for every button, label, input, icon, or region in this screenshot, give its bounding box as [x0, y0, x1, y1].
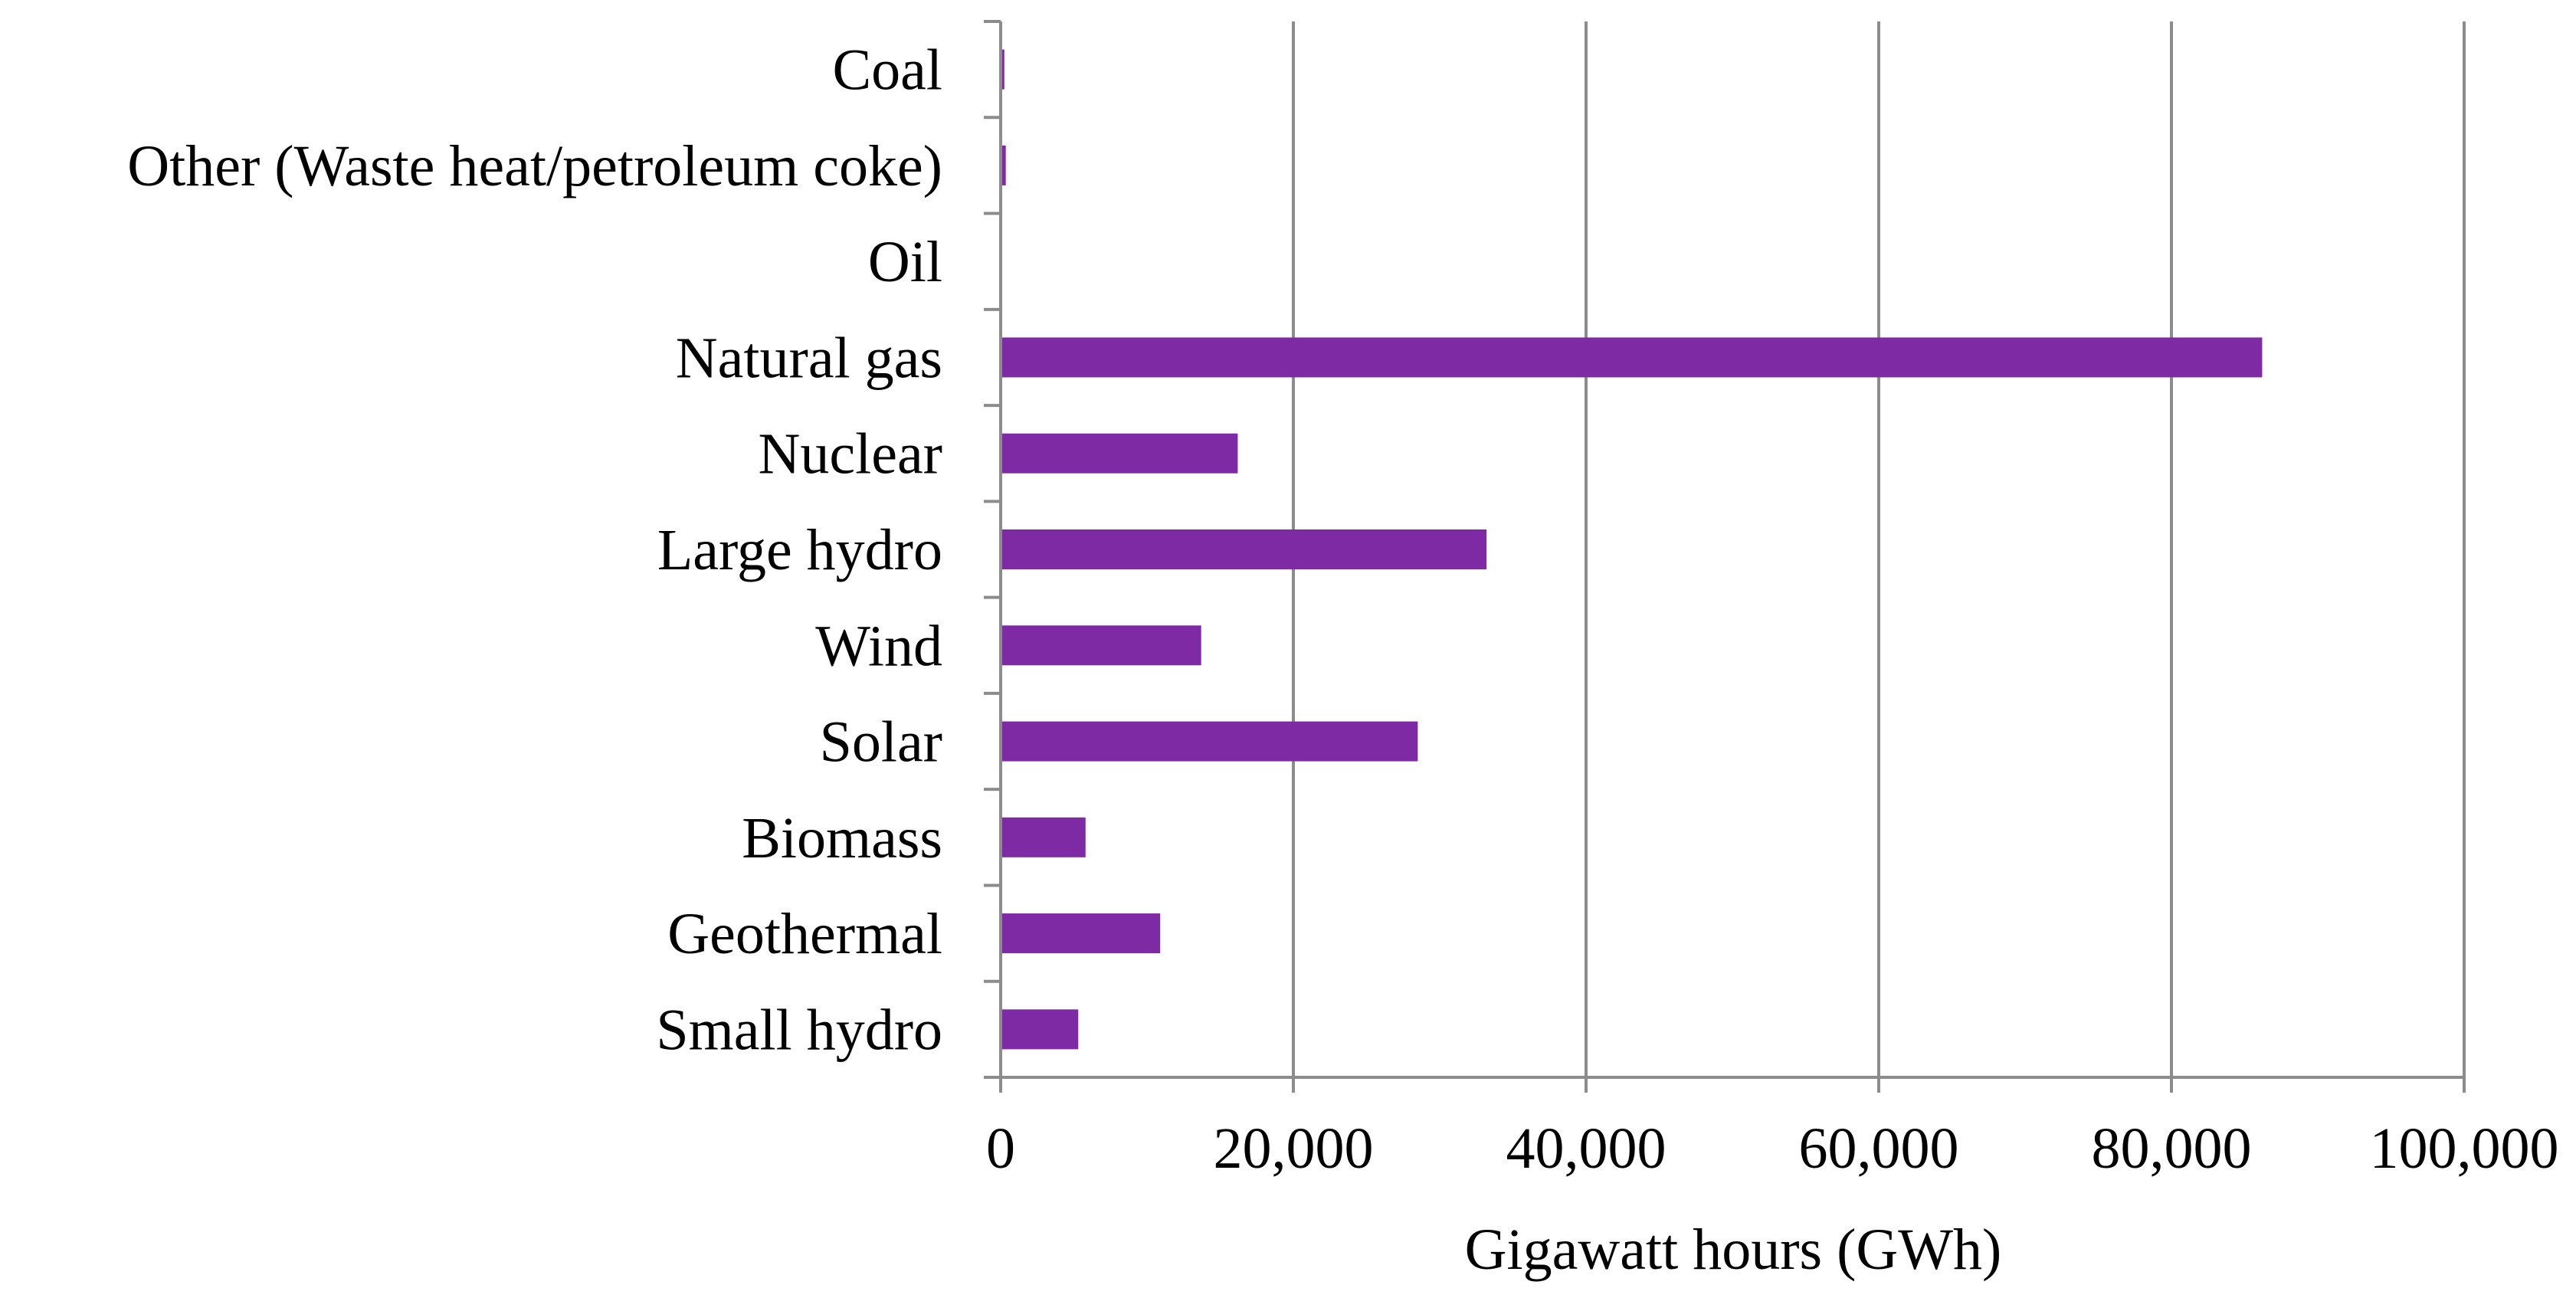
bar: [1001, 625, 1201, 666]
category-label: Natural gas: [676, 326, 942, 390]
bar: [1001, 817, 1086, 857]
category-label: Solar: [820, 710, 942, 775]
category-label: Small hydro: [656, 998, 942, 1062]
gridlines: [1292, 21, 2466, 1077]
x-tick-label: 40,000: [1506, 1116, 1667, 1181]
category-label: Large hydro: [657, 518, 942, 582]
bars: [1001, 49, 2263, 1050]
x-tick-label: 80,000: [2092, 1116, 2252, 1181]
bar: [1001, 49, 1005, 90]
bar: [1001, 913, 1161, 954]
category-label: Geothermal: [667, 902, 942, 966]
category-label: Biomass: [742, 806, 942, 870]
x-tick-label: 100,000: [2370, 1116, 2559, 1181]
bar: [1001, 529, 1487, 569]
x-tick-label: 20,000: [1214, 1116, 1374, 1181]
bar: [1001, 721, 1418, 762]
category-label: Nuclear: [758, 422, 942, 487]
x-tick-label: 60,000: [1799, 1116, 1959, 1181]
bar: [1001, 145, 1006, 185]
x-tick-label: 0: [986, 1116, 1015, 1181]
category-labels: Small hydro Geothermal Biomass Solar Wind Lar…: [127, 38, 942, 1063]
bar: [1001, 337, 2263, 378]
axes: [984, 20, 2466, 1093]
bar: [1001, 433, 1238, 474]
bar: [1001, 1009, 1079, 1050]
category-label: Wind: [815, 614, 942, 678]
category-label: Coal: [832, 38, 942, 103]
category-label: Other (Waste heat/petroleum coke): [127, 134, 942, 198]
category-label: Oil: [868, 230, 942, 294]
x-tick-labels: 0 20,000 40,000 60,000 80,000 100,000: [986, 1116, 2559, 1181]
x-axis-title: Gigawatt hours (GWh): [1465, 1218, 2002, 1282]
